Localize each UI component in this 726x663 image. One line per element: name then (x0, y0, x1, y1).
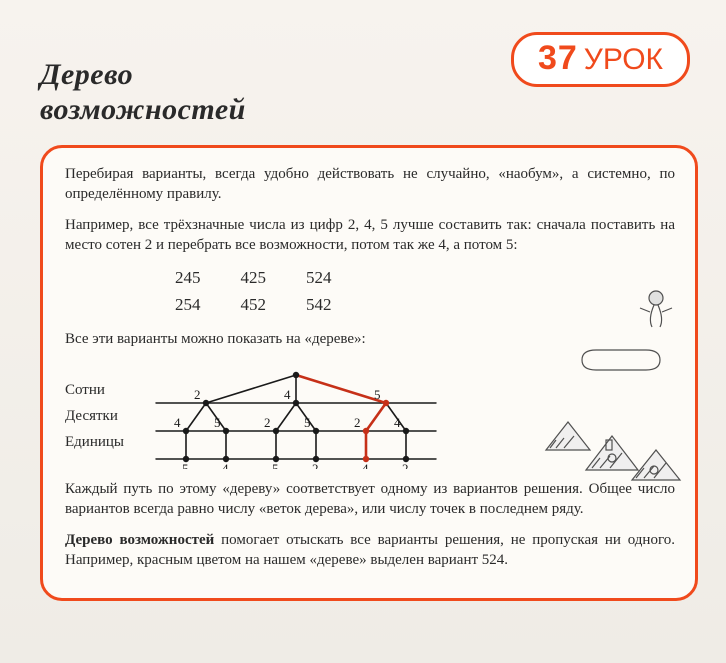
num-cell: 245 (175, 265, 241, 292)
num-cell: 452 (241, 292, 307, 319)
row-label: Десятки (65, 403, 124, 429)
num-cell: 542 (306, 292, 372, 319)
lesson-word: УРОК (584, 43, 663, 76)
row-label: Единицы (65, 429, 124, 455)
page: 37УРОК Дерево возможностей Перебирая вар… (0, 0, 726, 663)
title-line-2: возможностей (40, 93, 698, 128)
paragraph-1: Перебирая варианты, всегда удобно действ… (65, 164, 675, 205)
svg-text:5: 5 (214, 415, 221, 430)
svg-text:2: 2 (354, 415, 361, 430)
svg-text:4: 4 (284, 387, 291, 402)
num-cell: 425 (241, 265, 307, 292)
paragraph-5: Дерево возможностей помогает отыскать вс… (65, 530, 675, 571)
svg-text:4: 4 (174, 415, 181, 430)
svg-text:4: 4 (222, 461, 229, 469)
svg-text:2: 2 (402, 461, 409, 469)
svg-text:5: 5 (304, 415, 311, 430)
lesson-badge: 37УРОК (511, 32, 690, 87)
svg-text:4: 4 (394, 415, 401, 430)
svg-text:2: 2 (264, 415, 271, 430)
possibility-tree-diagram: 245452524545242 (136, 359, 456, 469)
tree-area: Сотни Десятки Единицы 245452524545242 (65, 359, 675, 469)
svg-text:5: 5 (374, 387, 381, 402)
row-label: Сотни (65, 377, 124, 403)
svg-text:5: 5 (182, 461, 189, 469)
num-cell: 254 (175, 292, 241, 319)
p5-bold: Дерево возможностей (65, 532, 214, 548)
table-row: 245 425 524 (175, 265, 372, 292)
svg-text:5: 5 (272, 461, 279, 469)
table-row: 254 452 542 (175, 292, 372, 319)
paragraph-3: Все эти варианты можно показать на «дере… (65, 329, 675, 349)
tree-row-labels: Сотни Десятки Единицы (65, 359, 124, 455)
svg-text:4: 4 (362, 461, 369, 469)
numbers-table: 245 425 524 254 452 542 (175, 265, 372, 319)
svg-text:2: 2 (312, 461, 319, 469)
svg-text:2: 2 (194, 387, 201, 402)
paragraph-2: Например, все трёхзначные числа из цифр … (65, 215, 675, 256)
lesson-number: 37 (538, 39, 578, 77)
paragraph-4: Каждый путь по этому «дереву» соответств… (65, 479, 675, 520)
num-cell: 524 (306, 265, 372, 292)
content-box: Перебирая варианты, всегда удобно действ… (40, 145, 698, 601)
